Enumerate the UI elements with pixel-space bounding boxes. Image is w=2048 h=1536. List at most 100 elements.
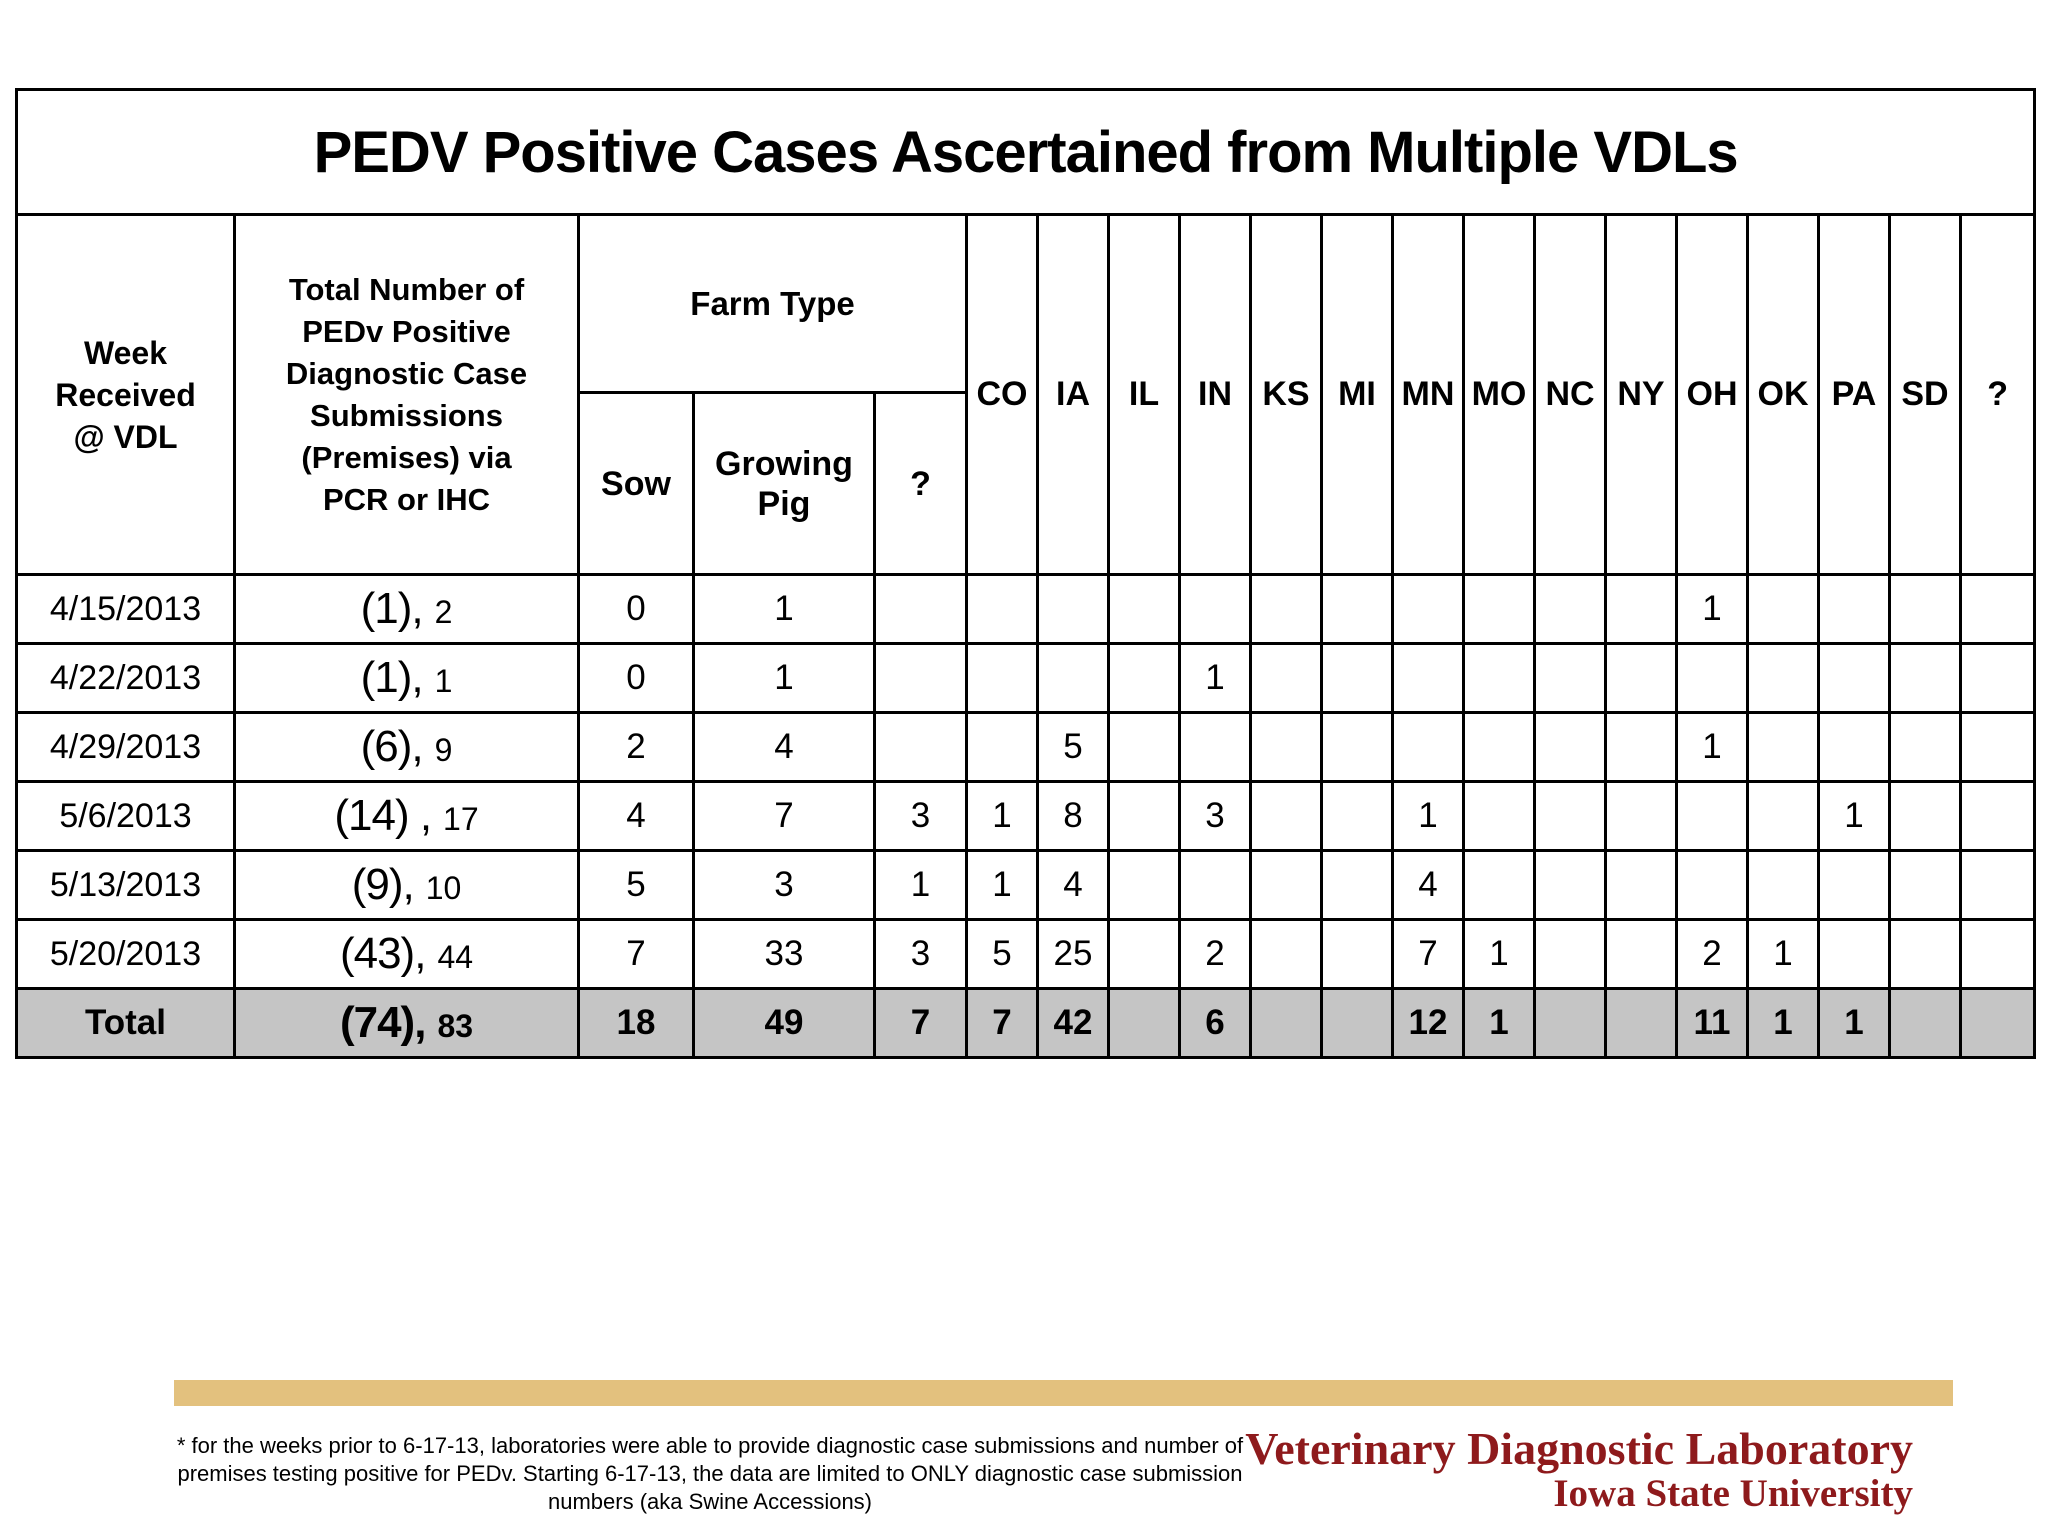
state-cell: [1675, 849, 1749, 921]
state-cell: 6: [1178, 987, 1252, 1059]
col-header-state-co: CO: [965, 213, 1039, 576]
state-cell: [1817, 642, 1891, 714]
state-cell: [1391, 642, 1465, 714]
state-cell: [1036, 642, 1110, 714]
col-header-state-sd: SD: [1888, 213, 1962, 576]
cases-premises-count: (1),: [360, 584, 424, 633]
cases-cell: (9), 10: [233, 849, 580, 921]
cases-premises-count: (9),: [351, 860, 415, 909]
col-header-growing-pig: Growing Pig: [692, 391, 876, 576]
cases-premises-count: (14) ,: [334, 791, 432, 840]
col-header-state-mo: MO: [1462, 213, 1536, 576]
state-cell: [1462, 849, 1536, 921]
col-header-state-pa: PA: [1817, 213, 1891, 576]
state-cell: [1604, 573, 1678, 645]
total-label-cell: Total: [15, 987, 236, 1059]
cases-cell: (43), 44: [233, 918, 580, 990]
state-cell: 1: [1817, 987, 1891, 1059]
state-cell: [965, 711, 1039, 783]
state-cell: 1: [1675, 573, 1749, 645]
state-cell: [1888, 642, 1962, 714]
footnote: * for the weeks prior to 6-17-13, labora…: [145, 1432, 1275, 1516]
sow-cell: 0: [577, 573, 695, 645]
cases-cell: (1), 2: [233, 573, 580, 645]
state-cell: [1533, 711, 1607, 783]
growing-pig-cell: 4: [692, 711, 876, 783]
header-row-1: Week Received @ VDL Total Number of PEDv…: [15, 213, 2037, 576]
week-cell: 4/29/2013: [15, 711, 236, 783]
state-cell: [1533, 642, 1607, 714]
col-header-week: Week Received @ VDL: [15, 213, 236, 576]
farm-unknown-cell: 7: [873, 987, 968, 1059]
state-cell: 11: [1675, 987, 1749, 1059]
growing-pig-cell: 1: [692, 642, 876, 714]
state-cell: [1533, 780, 1607, 852]
state-cell: [1888, 780, 1962, 852]
state-cell: [1107, 642, 1181, 714]
pedv-cases-table: PEDV Positive Cases Ascertained from Mul…: [14, 88, 2037, 1059]
cases-cell: (14) , 17: [233, 780, 580, 852]
cases-submission-count: 17: [443, 801, 479, 837]
state-cell: [1178, 849, 1252, 921]
state-cell: [1675, 642, 1749, 714]
state-cell: [1462, 573, 1536, 645]
cases-premises-count: (6),: [360, 722, 424, 771]
state-cell: [1958, 642, 2037, 714]
state-cell: [1249, 780, 1323, 852]
state-cell: [1604, 642, 1678, 714]
table-row: 4/15/2013 (1), 2 0 1 1: [15, 573, 2037, 645]
state-cell: 1: [1817, 780, 1891, 852]
col-header-state-ok: OK: [1746, 213, 1820, 576]
state-cell: [1888, 987, 1962, 1059]
state-cell: 5: [965, 918, 1039, 990]
cases-cell: (1), 1: [233, 642, 580, 714]
state-cell: 1: [965, 849, 1039, 921]
farm-unknown-cell: [873, 573, 968, 645]
state-cell: [1958, 573, 2037, 645]
state-cell: 12: [1391, 987, 1465, 1059]
col-header-state-ks: KS: [1249, 213, 1323, 576]
state-cell: 1: [1462, 918, 1536, 990]
premises-line: PCR or IHC: [322, 481, 491, 517]
col-header-state-mi: MI: [1320, 213, 1394, 576]
state-cell: 42: [1036, 987, 1110, 1059]
sow-cell: 5: [577, 849, 695, 921]
week-cell: 5/6/2013: [15, 780, 236, 852]
growing-pig-cell: 33: [692, 918, 876, 990]
state-cell: [1107, 987, 1181, 1059]
title-row: PEDV Positive Cases Ascertained from Mul…: [14, 88, 2037, 216]
sow-cell: 18: [577, 987, 695, 1059]
state-cell: [1178, 711, 1252, 783]
state-cell: [1746, 642, 1820, 714]
state-cell: [1958, 918, 2037, 990]
state-cell: [1675, 780, 1749, 852]
week-cell: 5/13/2013: [15, 849, 236, 921]
state-cell: [1249, 987, 1323, 1059]
cases-submission-count: 10: [425, 870, 462, 906]
vdl-wordmark-line2: Iowa State University: [1553, 1472, 1913, 1515]
state-cell: [1533, 987, 1607, 1059]
farm-unknown-cell: [873, 711, 968, 783]
state-cell: 1: [1675, 711, 1749, 783]
gold-divider-bar: [174, 1380, 1953, 1406]
state-cell: [1320, 987, 1394, 1059]
state-cell: [1107, 780, 1181, 852]
state-cell: 4: [1036, 849, 1110, 921]
growing-pig-cell: 49: [692, 987, 876, 1059]
col-header-state-ny: NY: [1604, 213, 1678, 576]
state-cell: [965, 642, 1039, 714]
state-cell: [1249, 642, 1323, 714]
col-header-state-il: IL: [1107, 213, 1181, 576]
farm-unknown-cell: 1: [873, 849, 968, 921]
state-cell: [965, 573, 1039, 645]
premises-line: PEDv Positive: [302, 313, 511, 349]
cases-submission-count: 1: [434, 663, 453, 699]
state-cell: [1249, 849, 1323, 921]
state-cell: 4: [1391, 849, 1465, 921]
state-cell: [1391, 711, 1465, 783]
state-cell: [1817, 849, 1891, 921]
state-cell: [1958, 987, 2037, 1059]
col-header-premises: Total Number of PEDv Positive Diagnostic…: [233, 213, 580, 576]
state-cell: [1320, 642, 1394, 714]
